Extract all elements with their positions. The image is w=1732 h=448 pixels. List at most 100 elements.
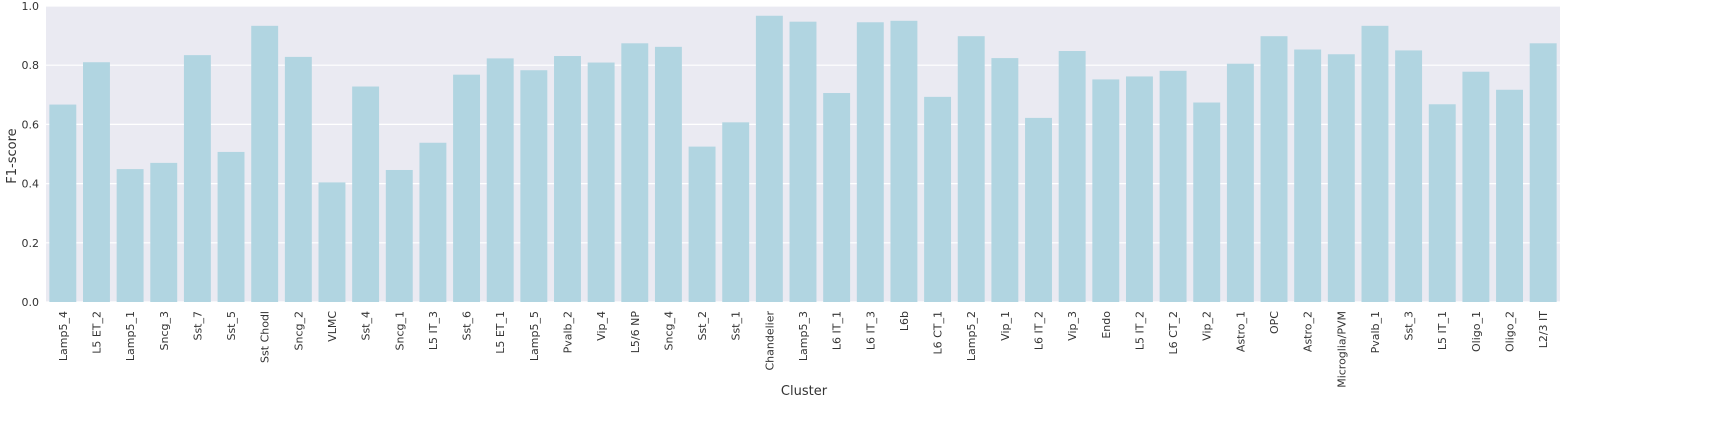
x-tick-label: OPC: [1268, 311, 1281, 334]
bar: [486, 58, 514, 302]
bar: [385, 169, 413, 302]
bar: [1193, 102, 1221, 302]
x-tick-label: L6 IT_3: [864, 311, 877, 350]
bar: [722, 122, 750, 302]
bar: [1125, 76, 1153, 302]
bar: [1092, 79, 1120, 303]
x-tick-label: VLMC: [326, 311, 339, 342]
y-tick-label: 0.8: [22, 59, 40, 72]
bar: [1294, 49, 1322, 303]
bar: [957, 36, 985, 302]
bar: [688, 146, 716, 302]
x-tick-label: Vip_3: [1066, 311, 1079, 341]
bar: [251, 25, 279, 302]
x-tick-label: Astro_2: [1302, 311, 1315, 352]
bar: [520, 70, 548, 303]
x-tick-label: Astro_1: [1234, 311, 1247, 352]
x-tick-label: Pvalb_1: [1369, 311, 1382, 353]
x-tick-label: L2/3 IT: [1537, 311, 1550, 349]
x-tick-label: Sst_1: [730, 311, 743, 341]
y-tick-label: 0.4: [22, 178, 40, 191]
bar: [1025, 117, 1052, 302]
x-tick-label: Lamp5_2: [965, 311, 978, 361]
y-axis-label: F1-score: [5, 128, 20, 183]
x-tick-label: L6 IT_1: [831, 311, 844, 350]
bar: [554, 56, 581, 302]
x-tick-label: L6 CT_1: [932, 311, 945, 355]
bar: [1529, 43, 1557, 303]
bar: [49, 104, 77, 303]
bar: [318, 182, 346, 302]
bar: [890, 20, 918, 303]
bar: [116, 169, 144, 302]
bar: [991, 58, 1019, 302]
x-tick-label: Endo: [1100, 311, 1113, 339]
x-tick-label: Lamp5_5: [528, 311, 541, 361]
bar: [1260, 36, 1288, 302]
x-tick-label: Oligo_2: [1504, 311, 1517, 352]
bar: [1159, 70, 1187, 302]
x-tick-label: Microglia/PVM: [1335, 311, 1348, 388]
x-axis-ticks: Lamp5_4 L5 ET_2 Lamp5_1 Sncg_3 Sst_7 Sst_5 Sst…: [57, 311, 1550, 388]
x-tick-label: Sncg_2: [292, 311, 305, 350]
bar: [183, 55, 211, 302]
y-tick-label: 0.0: [22, 296, 40, 309]
bar: [284, 56, 312, 302]
x-tick-label: Vip_1: [999, 311, 1012, 341]
x-tick-label: Vip_4: [595, 311, 608, 341]
bar: [654, 46, 682, 303]
bar: [621, 43, 649, 303]
x-tick-label: Sst_7: [191, 311, 204, 341]
y-tick-label: 0.2: [22, 237, 40, 250]
bar: [924, 96, 952, 302]
x-tick-label: L6 CT_2: [1167, 311, 1180, 355]
x-tick-label: Sncg_4: [662, 311, 675, 350]
bar: [1395, 50, 1423, 303]
x-tick-label: L5 ET_2: [90, 311, 103, 354]
bar: [453, 74, 481, 302]
bar: [1361, 25, 1389, 302]
bar: [352, 86, 380, 303]
bar: [587, 62, 615, 303]
x-tick-label: L5 IT_2: [1133, 311, 1146, 350]
bar: [856, 22, 884, 303]
x-tick-label: L5 IT_3: [427, 311, 440, 350]
x-tick-label: L5 IT_1: [1436, 311, 1449, 350]
x-tick-label: Sst_5: [225, 311, 238, 341]
bar: [150, 162, 178, 302]
x-tick-label: L6b: [898, 311, 911, 331]
y-axis-ticks: 0.0 0.2 0.4 0.6 0.8 1.0: [22, 0, 40, 309]
x-tick-label: Lamp5_1: [124, 311, 137, 361]
y-tick-label: 0.6: [22, 118, 40, 131]
bar: [1226, 63, 1254, 302]
bar: [1058, 50, 1086, 302]
x-tick-label: Chandelier: [763, 311, 776, 371]
x-tick-label: Pvalb_2: [561, 311, 574, 353]
x-tick-label: Sst_4: [360, 311, 373, 341]
x-tick-label: L6 IT_2: [1033, 311, 1046, 350]
x-tick-label: Sst_6: [461, 311, 474, 341]
bar: [1496, 89, 1523, 302]
x-tick-label: Sst Chodl: [259, 311, 272, 363]
x-tick-label: L5/6 NP: [629, 311, 642, 354]
x-tick-label: Vip_2: [1201, 311, 1214, 341]
x-axis-label: Cluster: [781, 384, 828, 399]
bar: [217, 151, 245, 302]
bar: [419, 142, 447, 302]
bar: [755, 15, 783, 302]
x-tick-label: Sst_3: [1403, 311, 1416, 341]
bar: [1327, 54, 1355, 302]
bar: [789, 21, 817, 303]
x-tick-label: Lamp5_3: [797, 311, 810, 361]
x-tick-label: L5 ET_1: [494, 311, 507, 354]
x-tick-label: Sncg_3: [158, 311, 171, 350]
y-tick-label: 1.0: [22, 0, 40, 13]
x-tick-label: Sncg_1: [393, 311, 406, 350]
bar: [83, 62, 110, 302]
x-tick-label: Sst_2: [696, 311, 709, 341]
x-tick-label: Lamp5_4: [57, 311, 70, 361]
bar: [1428, 104, 1456, 302]
bars: [49, 15, 1557, 303]
